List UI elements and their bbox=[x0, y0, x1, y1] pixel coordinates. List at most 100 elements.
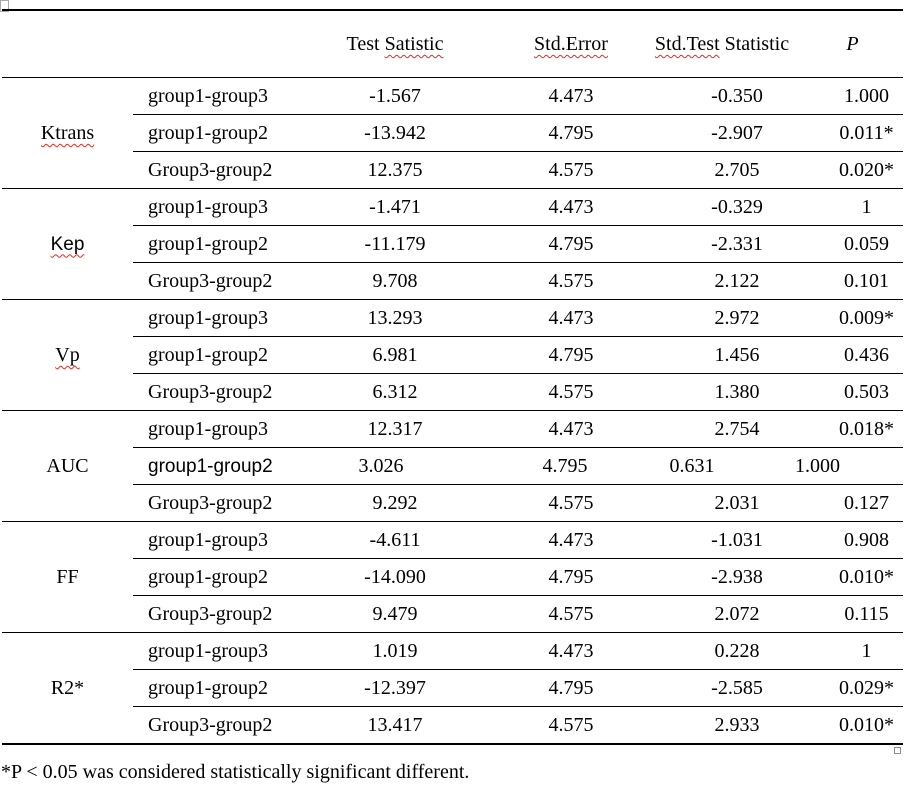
cell-test-statistic: 12.375 bbox=[310, 151, 480, 189]
cell-p-value: 0.020* bbox=[812, 151, 903, 189]
cell-p-value: 0.010* bbox=[812, 706, 903, 745]
table-row: FF group1-group3 -4.611 4.473 -1.031 0.9… bbox=[2, 521, 903, 633]
cell-test-statistic: 9.479 bbox=[310, 595, 480, 633]
parameter-label-kep: Kep bbox=[2, 188, 133, 300]
cell-std-error: 4.795 bbox=[480, 669, 662, 707]
cell-std-error: 4.795 bbox=[480, 558, 662, 596]
table-row: Kep group1-group3 -1.471 4.473 -0.329 1 bbox=[2, 188, 903, 300]
table-row: group1-group2 -14.090 4.795 -2.938 0.010… bbox=[2, 558, 903, 596]
cell-comparison: Group3-group2 bbox=[133, 262, 310, 300]
cell-test-statistic: 9.292 bbox=[310, 484, 480, 522]
cell-std-test-statistic: 1.380 bbox=[662, 373, 812, 411]
cell-std-error: 4.795 bbox=[480, 225, 662, 263]
parameter-label-vp: Vp bbox=[2, 299, 133, 411]
parameter-label-auc: AUC bbox=[2, 410, 133, 522]
group-r2star: R2* group1-group3 1.019 4.473 0.228 1 gr… bbox=[2, 632, 903, 745]
statistics-table-container: Test Satistic Std.Error Std.Test Statist… bbox=[2, 9, 903, 745]
table-row: group1-group2 -11.179 4.795 -2.331 0.059 bbox=[2, 225, 903, 263]
header-row: Test Satistic Std.Error Std.Test Statist… bbox=[2, 10, 903, 78]
col-header-std-test-statistic: Std.Test Statistic bbox=[655, 10, 812, 78]
header-misspelled-text: Std.Error bbox=[534, 33, 608, 55]
cell-std-error: 4.575 bbox=[480, 595, 662, 633]
cell-p-value: 0.010* bbox=[812, 558, 903, 596]
cell-std-error: 4.473 bbox=[480, 299, 662, 337]
cell-std-test-statistic: 2.122 bbox=[662, 262, 812, 300]
cell-test-statistic: -12.397 bbox=[310, 669, 480, 707]
cell-std-error: 4.795 bbox=[480, 336, 662, 374]
cell-p-value: 0.127 bbox=[812, 484, 903, 522]
header-text: Std.Test Statistic bbox=[654, 33, 790, 55]
cell-p-value: 0.503 bbox=[812, 373, 903, 411]
cell-test-statistic: 12.317 bbox=[310, 410, 480, 448]
cell-test-statistic: 1.019 bbox=[310, 632, 480, 670]
cell-std-error: 4.795 bbox=[480, 114, 662, 152]
cell-comparison: group1-group3 bbox=[133, 632, 310, 670]
group-vp: Vp group1-group3 13.293 4.473 2.972 0.00… bbox=[2, 299, 903, 411]
cell-comparison: group1-group2 bbox=[133, 114, 310, 152]
cell-test-statistic: 6.981 bbox=[310, 336, 480, 374]
cell-std-test-statistic: 0.631 bbox=[662, 447, 812, 485]
table-row: R2* group1-group3 1.019 4.473 0.228 1 bbox=[2, 632, 903, 745]
cell-p-value: 0.011* bbox=[812, 114, 903, 152]
cell-std-test-statistic: 2.754 bbox=[662, 410, 812, 448]
parameter-label-ff: FF bbox=[2, 521, 133, 633]
cell-p-value: 0.908 bbox=[812, 521, 903, 559]
cell-std-test-statistic: 2.072 bbox=[662, 595, 812, 633]
table-footnote: *P < 0.05 was considered statistically s… bbox=[1, 761, 470, 783]
cell-p-value: 1 bbox=[812, 188, 903, 226]
parameter-label-r2star: R2* bbox=[2, 632, 133, 745]
cell-std-error: 4.795 bbox=[480, 447, 662, 485]
cell-std-test-statistic: -2.585 bbox=[662, 669, 812, 707]
cell-comparison: Group3-group2 bbox=[133, 595, 310, 633]
cell-comparison: group1-group3 bbox=[133, 521, 310, 559]
cell-std-error: 4.473 bbox=[480, 410, 662, 448]
cell-std-test-statistic: 2.705 bbox=[662, 151, 812, 189]
cell-comparison: group1-group3 bbox=[133, 410, 310, 448]
cell-comparison: group1-group2 bbox=[133, 336, 310, 374]
cell-p-value: 0.009* bbox=[812, 299, 903, 337]
parameter-label-ktrans: Ktrans bbox=[2, 77, 133, 189]
cell-std-test-statistic: 2.031 bbox=[662, 484, 812, 522]
group-ff: FF group1-group3 -4.611 4.473 -1.031 0.9… bbox=[2, 521, 903, 633]
cell-std-test-statistic: 1.456 bbox=[662, 336, 812, 374]
cell-test-statistic: 13.293 bbox=[310, 299, 480, 337]
cell-p-value: 1 bbox=[812, 632, 903, 670]
col-header-std-error: Std.Error bbox=[480, 10, 662, 78]
table-row: Group3-group2 6.312 4.575 1.380 0.503 bbox=[2, 373, 903, 411]
cell-test-statistic: -13.942 bbox=[310, 114, 480, 152]
cell-std-error: 4.473 bbox=[480, 188, 662, 226]
table-resize-handle[interactable] bbox=[894, 747, 901, 754]
cell-p-value: 0.101 bbox=[812, 262, 903, 300]
cell-p-value: 0.436 bbox=[812, 336, 903, 374]
cell-p-value: 1.000 bbox=[795, 447, 903, 485]
cell-p-value: 0.029* bbox=[812, 669, 903, 707]
cell-std-error: 4.473 bbox=[480, 632, 662, 670]
header-misspelled-text: Satistic bbox=[384, 33, 444, 55]
cell-comparison: group1-group2 bbox=[133, 669, 310, 707]
cell-test-statistic: 6.312 bbox=[310, 373, 480, 411]
cell-std-error: 4.575 bbox=[480, 262, 662, 300]
cell-test-statistic: -14.090 bbox=[310, 558, 480, 596]
group-auc: AUC group1-group3 12.317 4.473 2.754 0.0… bbox=[2, 410, 903, 522]
cell-comparison: group1-group3 bbox=[133, 77, 310, 115]
cell-test-statistic: -4.611 bbox=[310, 521, 480, 559]
cell-comparison: group1-group2 bbox=[133, 225, 310, 263]
col-header-p: P bbox=[812, 10, 903, 78]
cell-std-test-statistic: 2.933 bbox=[662, 706, 812, 745]
cell-std-test-statistic: -2.907 bbox=[662, 114, 812, 152]
group-kep: Kep group1-group3 -1.471 4.473 -0.329 1 … bbox=[2, 188, 903, 300]
table-row: Group3-group2 9.292 4.575 2.031 0.127 bbox=[2, 484, 903, 522]
cell-test-statistic: 13.417 bbox=[310, 706, 480, 745]
cell-std-test-statistic: 2.972 bbox=[662, 299, 812, 337]
cell-comparison: group1-group2 bbox=[133, 447, 310, 485]
cell-test-statistic: -1.567 bbox=[310, 77, 480, 115]
header-text: P bbox=[846, 33, 859, 55]
cell-std-error: 4.575 bbox=[480, 484, 662, 522]
cell-std-error: 4.575 bbox=[480, 151, 662, 189]
statistics-table: Test Satistic Std.Error Std.Test Statist… bbox=[2, 9, 903, 745]
table-row: group1-group2 3.026 4.795 0.631 1.000 bbox=[2, 447, 903, 485]
cell-comparison: Group3-group2 bbox=[133, 484, 310, 522]
group-ktrans: Ktrans group1-group3 -1.567 4.473 -0.350… bbox=[2, 77, 903, 189]
cell-std-test-statistic: -0.350 bbox=[662, 77, 812, 115]
cell-std-error: 4.473 bbox=[480, 521, 662, 559]
